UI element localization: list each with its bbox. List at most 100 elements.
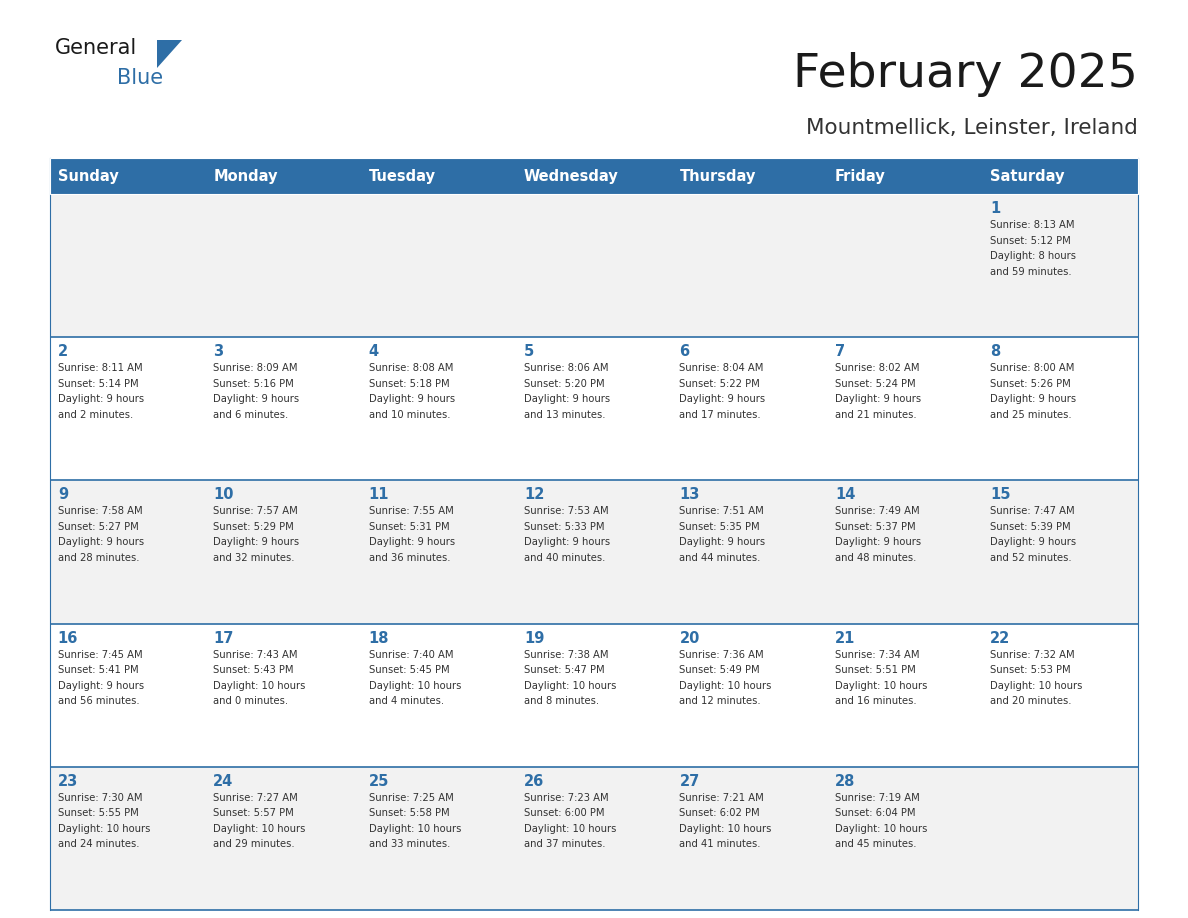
Text: Sunrise: 8:08 AM: Sunrise: 8:08 AM (368, 364, 453, 374)
Text: Sunset: 5:43 PM: Sunset: 5:43 PM (213, 666, 293, 675)
Text: Saturday: Saturday (991, 169, 1064, 184)
Text: Sunrise: 7:53 AM: Sunrise: 7:53 AM (524, 507, 608, 517)
Text: Sunrise: 7:23 AM: Sunrise: 7:23 AM (524, 793, 608, 803)
Bar (361, 480, 517, 623)
Text: and 10 minutes.: and 10 minutes. (368, 409, 450, 420)
Text: Sunset: 5:26 PM: Sunset: 5:26 PM (991, 379, 1072, 388)
Text: General: General (55, 38, 138, 58)
Text: Sunset: 5:58 PM: Sunset: 5:58 PM (368, 809, 449, 818)
Bar (50, 480, 206, 623)
Bar (361, 158, 517, 194)
Text: and 29 minutes.: and 29 minutes. (213, 839, 295, 849)
Text: Sunrise: 7:45 AM: Sunrise: 7:45 AM (58, 650, 143, 660)
Text: Sunset: 5:14 PM: Sunset: 5:14 PM (58, 379, 138, 388)
Text: and 56 minutes.: and 56 minutes. (58, 696, 139, 706)
Text: Sunset: 5:16 PM: Sunset: 5:16 PM (213, 379, 293, 388)
Text: Sunrise: 8:04 AM: Sunrise: 8:04 AM (680, 364, 764, 374)
Bar (50, 158, 1138, 194)
Bar (50, 194, 206, 337)
Text: Sunrise: 8:00 AM: Sunrise: 8:00 AM (991, 364, 1075, 374)
Text: Daylight: 9 hours: Daylight: 9 hours (835, 537, 921, 547)
Text: Daylight: 10 hours: Daylight: 10 hours (680, 680, 772, 690)
Text: Sunrise: 7:57 AM: Sunrise: 7:57 AM (213, 507, 298, 517)
Text: 19: 19 (524, 631, 544, 645)
Text: 14: 14 (835, 487, 855, 502)
Bar (827, 158, 982, 194)
Bar (982, 337, 1138, 480)
Text: Sunrise: 7:19 AM: Sunrise: 7:19 AM (835, 793, 920, 803)
Text: Sunday: Sunday (58, 169, 119, 184)
Text: Sunrise: 7:40 AM: Sunrise: 7:40 AM (368, 650, 453, 660)
Text: Sunset: 6:04 PM: Sunset: 6:04 PM (835, 809, 916, 818)
Text: Sunset: 5:29 PM: Sunset: 5:29 PM (213, 522, 293, 532)
Text: Blue: Blue (116, 68, 163, 88)
Text: Sunrise: 7:49 AM: Sunrise: 7:49 AM (835, 507, 920, 517)
Text: 27: 27 (680, 774, 700, 789)
Bar (50, 337, 206, 480)
Text: Sunset: 6:02 PM: Sunset: 6:02 PM (680, 809, 760, 818)
Bar (206, 767, 361, 910)
Bar (50, 623, 206, 767)
Text: Sunset: 5:41 PM: Sunset: 5:41 PM (58, 666, 138, 675)
Text: 20: 20 (680, 631, 700, 645)
Text: and 33 minutes.: and 33 minutes. (368, 839, 450, 849)
Bar (361, 623, 517, 767)
Text: Daylight: 9 hours: Daylight: 9 hours (680, 537, 765, 547)
Text: Daylight: 10 hours: Daylight: 10 hours (524, 823, 617, 834)
Text: Daylight: 10 hours: Daylight: 10 hours (368, 680, 461, 690)
Polygon shape (157, 40, 182, 68)
Text: and 2 minutes.: and 2 minutes. (58, 409, 133, 420)
Text: Sunrise: 7:34 AM: Sunrise: 7:34 AM (835, 650, 920, 660)
Text: Sunset: 5:37 PM: Sunset: 5:37 PM (835, 522, 916, 532)
Text: Daylight: 10 hours: Daylight: 10 hours (835, 680, 928, 690)
Text: Sunset: 5:35 PM: Sunset: 5:35 PM (680, 522, 760, 532)
Text: Daylight: 10 hours: Daylight: 10 hours (213, 680, 305, 690)
Text: Daylight: 10 hours: Daylight: 10 hours (213, 823, 305, 834)
Text: 3: 3 (213, 344, 223, 359)
Text: 4: 4 (368, 344, 379, 359)
Text: Sunset: 5:24 PM: Sunset: 5:24 PM (835, 379, 916, 388)
Text: 16: 16 (58, 631, 78, 645)
Bar (671, 158, 827, 194)
Text: and 28 minutes.: and 28 minutes. (58, 553, 139, 563)
Text: and 21 minutes.: and 21 minutes. (835, 409, 916, 420)
Bar (982, 158, 1138, 194)
Text: Sunset: 5:49 PM: Sunset: 5:49 PM (680, 666, 760, 675)
Text: and 6 minutes.: and 6 minutes. (213, 409, 289, 420)
Text: Daylight: 10 hours: Daylight: 10 hours (680, 823, 772, 834)
Text: Sunset: 5:55 PM: Sunset: 5:55 PM (58, 809, 139, 818)
Bar (671, 480, 827, 623)
Bar (50, 767, 206, 910)
Text: Sunrise: 7:36 AM: Sunrise: 7:36 AM (680, 650, 764, 660)
Text: 15: 15 (991, 487, 1011, 502)
Text: and 20 minutes.: and 20 minutes. (991, 696, 1072, 706)
Text: Sunset: 5:31 PM: Sunset: 5:31 PM (368, 522, 449, 532)
Text: Sunrise: 7:58 AM: Sunrise: 7:58 AM (58, 507, 143, 517)
Text: 2: 2 (58, 344, 68, 359)
Text: Daylight: 10 hours: Daylight: 10 hours (835, 823, 928, 834)
Text: 21: 21 (835, 631, 855, 645)
Text: Daylight: 9 hours: Daylight: 9 hours (213, 394, 299, 404)
Text: 23: 23 (58, 774, 78, 789)
Bar (517, 337, 671, 480)
Bar (206, 158, 361, 194)
Text: Wednesday: Wednesday (524, 169, 619, 184)
Text: Daylight: 9 hours: Daylight: 9 hours (58, 680, 144, 690)
Text: Daylight: 9 hours: Daylight: 9 hours (680, 394, 765, 404)
Text: Sunrise: 7:55 AM: Sunrise: 7:55 AM (368, 507, 454, 517)
Text: Sunset: 5:22 PM: Sunset: 5:22 PM (680, 379, 760, 388)
Text: Sunset: 5:20 PM: Sunset: 5:20 PM (524, 379, 605, 388)
Bar (982, 623, 1138, 767)
Text: and 12 minutes.: and 12 minutes. (680, 696, 762, 706)
Text: Daylight: 9 hours: Daylight: 9 hours (58, 394, 144, 404)
Text: Daylight: 9 hours: Daylight: 9 hours (524, 394, 611, 404)
Text: 12: 12 (524, 487, 544, 502)
Text: and 24 minutes.: and 24 minutes. (58, 839, 139, 849)
Bar (827, 337, 982, 480)
Text: Daylight: 10 hours: Daylight: 10 hours (524, 680, 617, 690)
Bar (827, 767, 982, 910)
Text: Monday: Monday (213, 169, 278, 184)
Text: and 32 minutes.: and 32 minutes. (213, 553, 295, 563)
Text: Daylight: 9 hours: Daylight: 9 hours (991, 537, 1076, 547)
Text: 24: 24 (213, 774, 234, 789)
